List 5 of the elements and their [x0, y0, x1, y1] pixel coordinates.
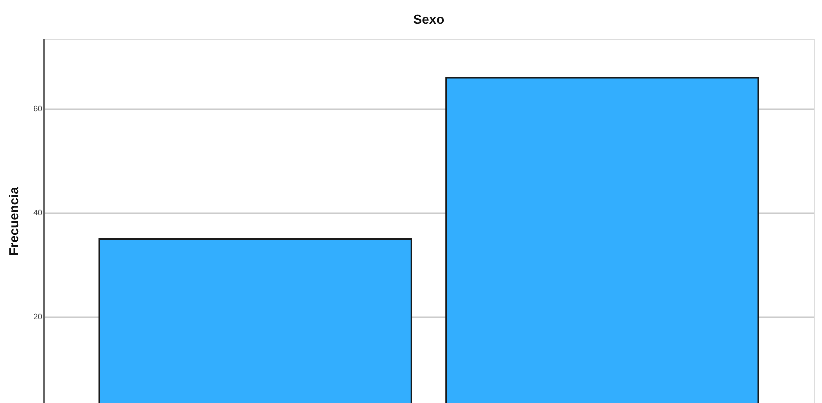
y-tick-label: 20: [34, 312, 44, 322]
y-tick-label: 60: [34, 104, 44, 114]
y-tick-label: 40: [34, 208, 44, 218]
y-axis-title: Frecuencia: [6, 186, 22, 256]
chart-title: Sexo: [413, 12, 445, 27]
